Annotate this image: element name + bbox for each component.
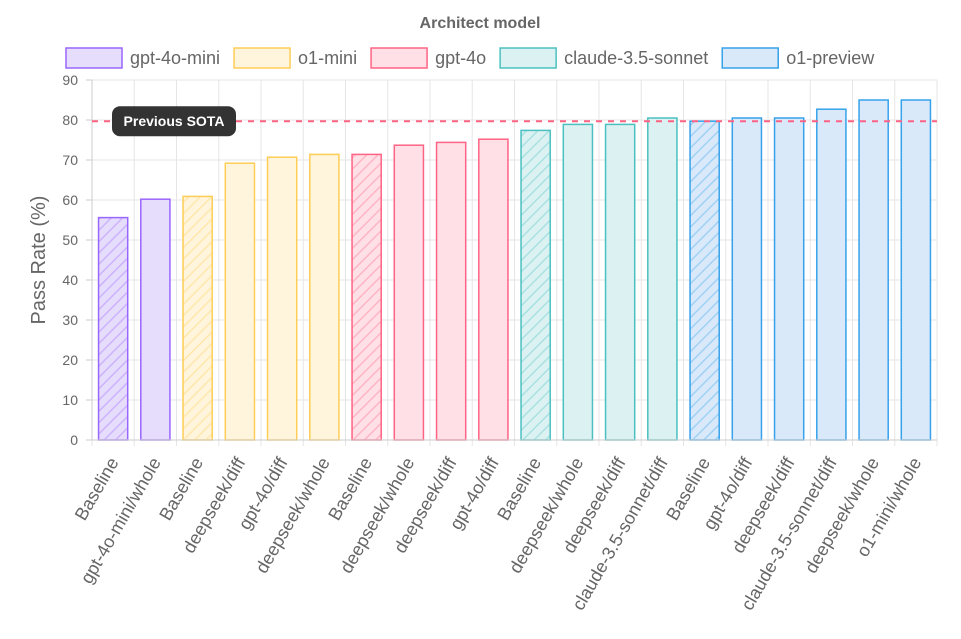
bar[interactable]	[97, 216, 129, 441]
y-tick-label: 10	[62, 392, 78, 408]
y-tick-label: 30	[62, 312, 78, 328]
annotation: Previous SOTA	[92, 106, 937, 137]
legend-label[interactable]: gpt-4o-mini	[130, 48, 220, 68]
bar[interactable]	[816, 108, 847, 441]
bar[interactable]	[562, 123, 594, 441]
bar[interactable]	[520, 129, 551, 441]
bars	[97, 99, 932, 441]
legend: gpt-4o-mini o1-mini gpt-4o claude-3.5-sonne…	[65, 47, 875, 69]
bar[interactable]	[478, 138, 509, 441]
sota-label-box	[112, 106, 236, 137]
y-tick-label: 50	[62, 232, 78, 248]
y-tick-label: 60	[62, 192, 78, 208]
bar[interactable]	[309, 153, 340, 441]
legend-swatch[interactable]	[233, 47, 291, 69]
bar[interactable]	[224, 162, 256, 441]
legend-swatch[interactable]	[499, 47, 557, 69]
legend-label[interactable]: o1-preview	[786, 48, 875, 68]
legend-label[interactable]: claude-3.5-sonnet	[564, 48, 708, 68]
legend-swatch[interactable]	[65, 47, 123, 69]
y-axis-label: Pass Rate (%)	[28, 196, 50, 325]
legend-swatch[interactable]	[370, 47, 428, 69]
bar[interactable]	[435, 141, 467, 441]
y-tick-label: 20	[62, 352, 78, 368]
bar[interactable]	[858, 99, 889, 441]
bar[interactable]	[393, 144, 425, 441]
y-tick-label: 70	[62, 152, 78, 168]
bar[interactable]	[182, 195, 213, 441]
y-tick-label: 90	[62, 72, 78, 88]
bar[interactable]	[604, 123, 636, 441]
bar[interactable]	[689, 120, 720, 441]
y-tick-label: 0	[70, 432, 78, 448]
bar[interactable]	[900, 99, 932, 441]
bar[interactable]	[266, 156, 298, 441]
bar[interactable]	[773, 117, 805, 441]
legend-label[interactable]: gpt-4o	[435, 48, 486, 68]
bar[interactable]	[351, 153, 382, 441]
y-tick-label: 40	[62, 272, 78, 288]
bar[interactable]	[647, 117, 678, 441]
bar[interactable]	[140, 198, 171, 441]
legend-swatch[interactable]	[721, 47, 779, 69]
bar[interactable]	[731, 117, 763, 441]
sota-label: Previous SOTA	[124, 113, 225, 129]
y-tick-label: 80	[62, 112, 78, 128]
chart-title: Architect model	[420, 15, 541, 32]
legend-label[interactable]: o1-mini	[298, 48, 357, 68]
